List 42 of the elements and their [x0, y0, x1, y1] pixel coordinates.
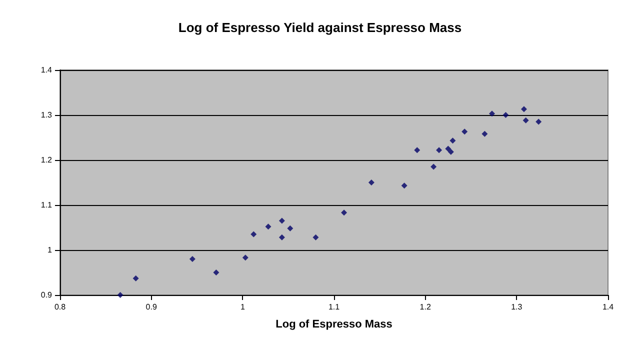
x-tick-label: 0.9	[146, 302, 158, 312]
point	[462, 128, 468, 135]
y-tick-label: 1.1	[40, 200, 53, 210]
x-tick-label: 0.8	[54, 302, 66, 312]
point	[536, 118, 542, 125]
x-tick-label: 1	[240, 302, 246, 312]
chart-title: Log of Espresso Yield against Espresso Mass	[178, 20, 462, 35]
point	[117, 292, 124, 298]
point	[213, 270, 220, 276]
y-tick-label: 1.3	[40, 110, 53, 120]
x-tick-label: 1.1	[328, 302, 340, 312]
point	[132, 275, 139, 282]
y-tick-label: 1.2	[40, 156, 53, 164]
point	[265, 224, 272, 230]
point	[448, 148, 454, 155]
point	[445, 146, 452, 152]
point	[278, 218, 285, 224]
point	[312, 234, 319, 240]
point	[430, 164, 437, 170]
y-tick-label: 1	[48, 246, 53, 254]
point	[250, 231, 257, 238]
point	[287, 225, 294, 232]
point	[522, 117, 529, 124]
point	[482, 130, 488, 137]
x-tick-label: 1.4	[602, 302, 614, 312]
point	[502, 112, 509, 118]
point	[450, 138, 456, 144]
y-tick-label: 1.4	[40, 66, 53, 74]
point	[242, 254, 248, 261]
point	[401, 182, 408, 189]
point	[436, 147, 442, 154]
point	[489, 110, 496, 117]
point	[341, 210, 348, 216]
x-axis-title: Log of Espresso Mass	[276, 318, 392, 330]
x-tick-label: 1.3	[511, 302, 523, 312]
point	[189, 256, 196, 262]
point	[278, 234, 285, 240]
point	[520, 106, 527, 112]
y-tick-label: 0.9	[40, 290, 53, 300]
point	[414, 147, 420, 154]
x-tick-label: 1.2	[420, 302, 432, 312]
point	[368, 180, 374, 186]
